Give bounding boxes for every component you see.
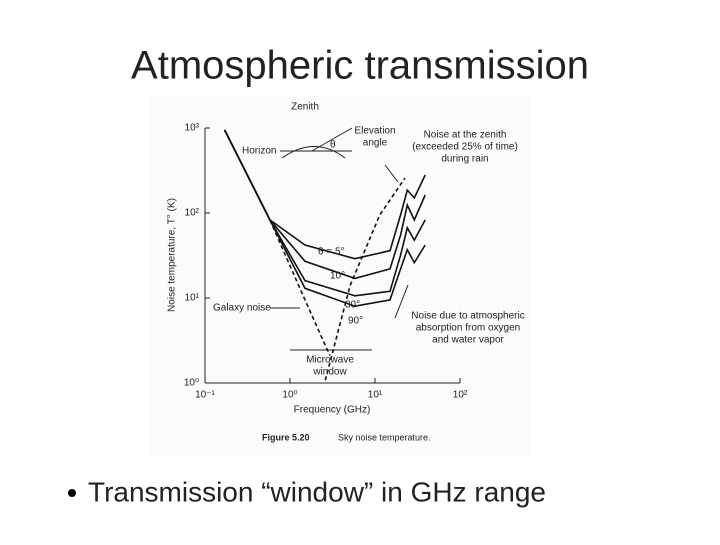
- absorption-leader: [394, 284, 409, 319]
- curve: [324, 177, 406, 381]
- curve: [223, 129, 426, 260]
- curve: [269, 219, 331, 356]
- annotation: (exceeded 25% of time): [412, 142, 518, 153]
- annotation: during rain: [441, 154, 488, 165]
- slide-title: Atmospheric transmission: [131, 44, 589, 88]
- y-tick-label: 10¹: [185, 293, 200, 304]
- figure-number: Figure 5.20: [262, 432, 310, 442]
- curve-label: θ = 5°: [318, 247, 345, 258]
- bullet-text: Transmission “window” in GHz range: [88, 476, 546, 507]
- annotation: window: [312, 367, 347, 378]
- annotation: absorption from oxygen: [416, 323, 521, 334]
- curve: [223, 129, 426, 297]
- bullet-dot: [68, 489, 76, 497]
- annotation: Zenith: [291, 102, 319, 113]
- curve-label: 30°: [345, 300, 360, 311]
- annotation: and water vapor: [432, 335, 504, 346]
- annotation: Noise at the zenith: [424, 130, 507, 141]
- curve-label: 10°: [330, 271, 345, 282]
- y-tick-label: 10²: [185, 208, 200, 219]
- y-tick-label: 10³: [185, 123, 200, 134]
- y-axis-label: Noise temperature, T° (K): [167, 198, 178, 312]
- x-tick-label: 10²: [453, 390, 468, 401]
- elevation-line: [311, 127, 353, 152]
- x-tick-label: 10⁰: [282, 390, 297, 401]
- x-tick-label: 10¹: [368, 390, 383, 401]
- annotation: θ: [330, 140, 336, 151]
- annotation: Galaxy noise: [213, 303, 271, 314]
- y-tick-label: 10⁰: [184, 378, 199, 389]
- figure: [150, 95, 530, 455]
- annotation: Noise due to atmospheric: [411, 311, 524, 322]
- horizon-arc: [281, 146, 346, 159]
- curve-label: 90°: [348, 316, 363, 327]
- curve: [223, 129, 426, 280]
- annotation: Elevation: [354, 126, 395, 137]
- annotation: Microwave: [306, 355, 354, 366]
- x-axis-label: Frequency (GHz): [294, 405, 371, 416]
- annotation: angle: [363, 138, 388, 149]
- rain-leader: [384, 164, 399, 183]
- curve: [223, 129, 426, 308]
- figure-caption: Sky noise temperature.: [338, 432, 431, 442]
- annotation: Horizon: [242, 146, 276, 157]
- x-tick-label: 10⁻¹: [195, 390, 215, 401]
